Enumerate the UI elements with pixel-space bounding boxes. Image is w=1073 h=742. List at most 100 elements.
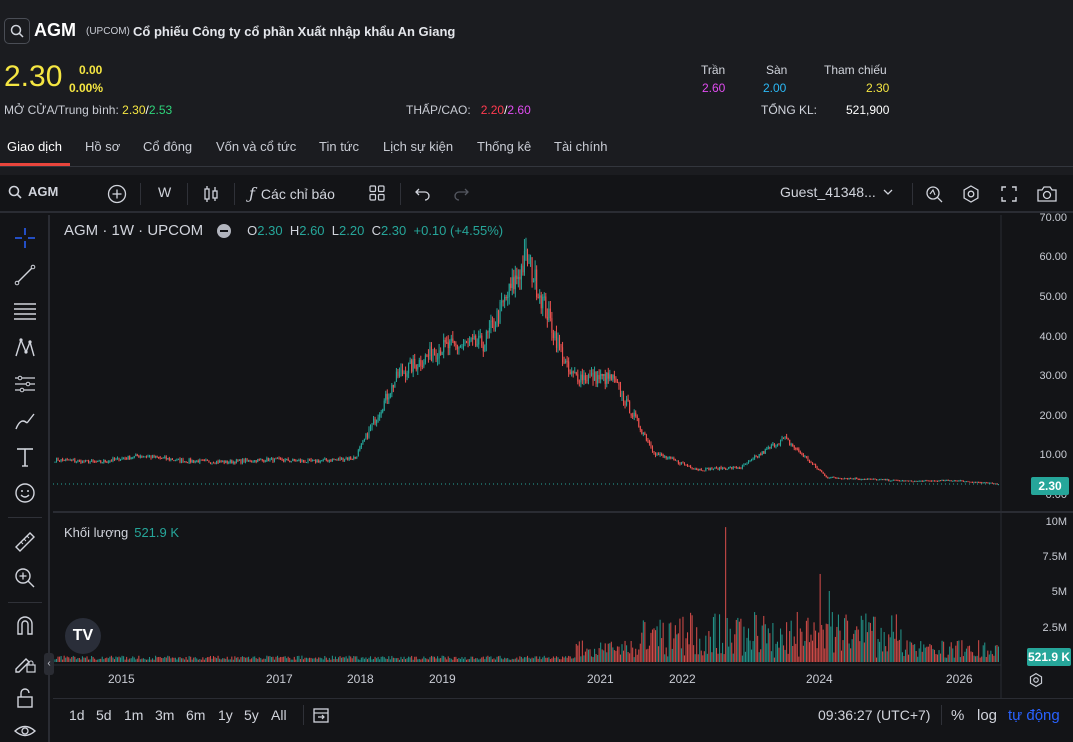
magnet-tool[interactable]	[12, 613, 38, 639]
candle-body	[687, 464, 689, 466]
candle-body	[255, 460, 257, 463]
volume-bar	[984, 642, 986, 662]
candle-body	[991, 482, 993, 484]
volume-bar	[857, 629, 859, 662]
candle-body	[540, 295, 542, 309]
range-5y[interactable]: 5y	[244, 707, 259, 723]
candle-body	[761, 451, 763, 455]
volume-bar	[121, 655, 123, 662]
indicators-button[interactable]: ƒ Các chỉ báo	[249, 184, 335, 203]
user-menu[interactable]: Guest_41348...	[780, 184, 894, 200]
volume-bar	[450, 658, 452, 662]
range-all[interactable]: All	[271, 707, 287, 723]
price-axis-label: 50.00	[1039, 291, 1067, 303]
candle-body	[549, 308, 551, 319]
candle-body	[566, 360, 568, 362]
range-1d[interactable]: 1d	[69, 707, 85, 723]
crosshair-tool[interactable]	[12, 225, 38, 251]
volume-bar	[936, 654, 939, 662]
candle-body	[139, 456, 141, 458]
percent-scale-toggle[interactable]: %	[951, 707, 965, 724]
volume-bar	[575, 643, 577, 662]
tab-tin-tuc[interactable]: Tin tức	[319, 139, 360, 154]
clock-display[interactable]: 09:36:27 (UTC+7)	[818, 707, 931, 723]
settings-button[interactable]	[961, 184, 981, 204]
trend-line-tool[interactable]	[12, 262, 38, 288]
volume-bar	[89, 659, 91, 662]
quick-search-button[interactable]	[924, 184, 944, 204]
fib-tool[interactable]	[12, 298, 38, 324]
candle-body	[196, 460, 198, 462]
volume-bar	[923, 644, 925, 662]
screenshot-button[interactable]	[1036, 184, 1058, 204]
tab-ho-so[interactable]: Hồ sơ	[85, 139, 121, 154]
volume-bar	[190, 656, 192, 662]
measure-tool[interactable]	[12, 529, 38, 555]
collapse-toolbar-handle[interactable]: ‹	[44, 653, 54, 675]
volume-bar	[799, 628, 801, 662]
header-search-button[interactable]	[4, 18, 30, 44]
volume-bar	[135, 659, 137, 662]
volume-bar	[880, 627, 882, 662]
undo-button[interactable]	[414, 184, 432, 202]
volume-bar	[811, 640, 814, 662]
volume-bar	[432, 656, 434, 662]
avg-value: 2.53	[148, 103, 173, 117]
tab-tai-chinh[interactable]: Tài chính	[554, 139, 608, 154]
interval-button[interactable]: W	[158, 184, 172, 200]
redo-button[interactable]	[452, 184, 470, 202]
volume-bar	[578, 641, 580, 662]
tab-von-co-tuc[interactable]: Vốn và cổ tức	[216, 139, 297, 154]
tab-lich-su-kien[interactable]: Lịch sự kiện	[383, 139, 454, 154]
volume-bar	[619, 654, 622, 662]
time-axis-label: 2024	[806, 672, 833, 686]
tab-giao-dich[interactable]: Giao dịch	[7, 139, 62, 154]
candle-body	[880, 479, 882, 481]
range-6m[interactable]: 6m	[186, 707, 206, 723]
volume-bar	[258, 657, 260, 662]
tab-thong-ke[interactable]: Thống kê	[477, 139, 532, 154]
symbol-search[interactable]: AGM	[8, 184, 58, 199]
chart-plot[interactable]: AGM · 1W · UPCOM O2.30 H2.60 L2.20 C2.30…	[53, 212, 1073, 742]
layouts-button[interactable]	[368, 184, 386, 202]
pattern-tool[interactable]	[12, 335, 38, 361]
volume-bar	[607, 643, 609, 662]
volume-bar	[447, 656, 449, 662]
fullscreen-button[interactable]	[999, 184, 1019, 204]
candle-body	[92, 460, 94, 462]
hide-drawings-tool[interactable]	[12, 718, 38, 742]
range-5d[interactable]: 5d	[96, 707, 112, 723]
goto-date-button[interactable]	[311, 705, 331, 728]
prediction-tool[interactable]	[12, 371, 38, 397]
tab-co-dong[interactable]: Cổ đông	[143, 139, 193, 154]
text-tool[interactable]	[12, 444, 38, 470]
zoom-tool[interactable]	[12, 565, 38, 591]
volume-bar	[158, 656, 160, 662]
candle-body	[882, 479, 884, 481]
lock-tool[interactable]	[12, 685, 38, 711]
brush-icon	[15, 413, 35, 430]
candle-body	[722, 467, 724, 470]
minus-circle-icon[interactable]	[217, 223, 232, 238]
range-1m[interactable]: 1m	[124, 707, 144, 723]
tradingview-logo[interactable]: TV	[65, 618, 101, 654]
volume-bar	[537, 658, 539, 662]
candle-body	[309, 459, 311, 461]
range-1y[interactable]: 1y	[218, 707, 233, 723]
candle-body	[580, 374, 582, 383]
lock-drawings-tool[interactable]	[12, 649, 38, 675]
range-3m[interactable]: 3m	[155, 707, 175, 723]
candle-body	[356, 456, 358, 458]
compare-button[interactable]	[107, 184, 127, 204]
candle-body	[889, 480, 891, 482]
candle-body	[330, 460, 332, 462]
candle-body	[334, 459, 336, 461]
auto-scale-toggle[interactable]: tự động	[1008, 707, 1060, 724]
candle-body	[68, 459, 70, 461]
candle-body	[770, 445, 772, 448]
axis-settings-button[interactable]	[1028, 672, 1044, 693]
chart-type-button[interactable]	[202, 184, 220, 204]
log-scale-toggle[interactable]: log	[977, 707, 998, 724]
emoji-tool[interactable]	[12, 480, 38, 506]
brush-tool[interactable]	[12, 408, 38, 434]
